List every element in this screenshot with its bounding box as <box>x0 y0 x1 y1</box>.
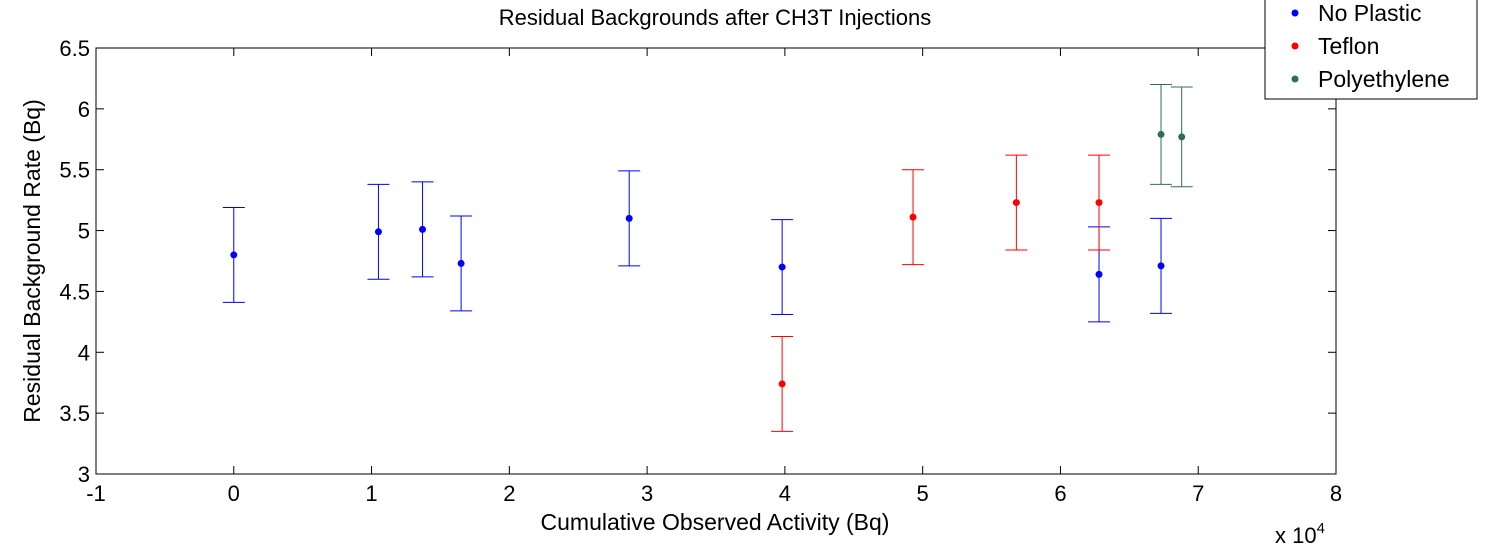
x-tick-label-4: 3 <box>641 481 653 506</box>
x-tick-label-3: 2 <box>503 481 515 506</box>
x-multiplier-exponent: 4 <box>1317 520 1325 537</box>
legend-marker-teflon <box>1291 42 1299 50</box>
legend-box <box>1264 0 1478 100</box>
teflon-point-2 <box>1012 199 1020 207</box>
x-multiplier-base: x 10 <box>1275 523 1317 544</box>
legend-marker-polyethylene <box>1291 75 1299 83</box>
polyethylene-point-1 <box>1178 133 1186 141</box>
x-multiplier: x 104 <box>1275 520 1325 544</box>
y-tick-label-3: 4.5 <box>59 279 90 304</box>
y-axis-label: Residual Background Rate (Bq) <box>19 99 45 422</box>
teflon-point-3 <box>1095 199 1103 207</box>
plot-area <box>95 47 1337 475</box>
x-tick-label-0: -1 <box>86 481 106 506</box>
y-tick-label-1: 3.5 <box>59 401 90 426</box>
no-plastic-point-6 <box>1095 270 1103 278</box>
data-marks <box>222 84 1193 432</box>
polyethylene-point-0 <box>1157 130 1165 138</box>
axis-ticks: -1 0 1 2 3 4 5 6 7 8 3 3.5 4 4.5 5 5.5 6 6.5 <box>59 36 1342 506</box>
x-axis-label: Cumulative Observed Activity (Bq) <box>541 509 890 535</box>
y-tick-label-7: 6.5 <box>59 36 90 61</box>
no-plastic-point-0 <box>230 251 238 259</box>
x-tick-label-8: 7 <box>1192 481 1204 506</box>
no-plastic-point-1 <box>374 228 382 236</box>
no-plastic-point-2 <box>419 225 427 233</box>
y-tick-label-2: 4 <box>78 340 90 365</box>
chart-title: Residual Backgrounds after CH3T Injectio… <box>499 5 931 30</box>
y-tick-label-0: 3 <box>78 462 90 487</box>
no-plastic-point-4 <box>625 214 633 222</box>
y-tick-label-4: 5 <box>78 219 90 244</box>
x-tick-label-6: 5 <box>917 481 929 506</box>
x-tick-label-2: 1 <box>365 481 377 506</box>
no-plastic-point-5 <box>778 263 786 271</box>
x-tick-label-7: 6 <box>1054 481 1066 506</box>
y-tick-label-5: 5.5 <box>59 158 90 183</box>
legend-label-teflon: Teflon <box>1318 33 1379 59</box>
teflon-point-0 <box>778 380 786 388</box>
teflon-point-1 <box>909 213 917 221</box>
y-tick-label-6: 6 <box>78 97 90 122</box>
legend-label-no-plastic: No Plastic <box>1318 0 1422 26</box>
legend-marker-no-plastic <box>1291 9 1299 17</box>
legend-label-polyethylene: Polyethylene <box>1318 66 1450 92</box>
no-plastic-point-7 <box>1157 262 1165 270</box>
x-tick-label-1: 0 <box>228 481 240 506</box>
x-tick-label-5: 4 <box>779 481 791 506</box>
legend: No Plastic Teflon Polyethylene <box>1264 0 1478 100</box>
no-plastic-point-3 <box>457 259 465 267</box>
x-tick-label-9: 8 <box>1330 481 1342 506</box>
